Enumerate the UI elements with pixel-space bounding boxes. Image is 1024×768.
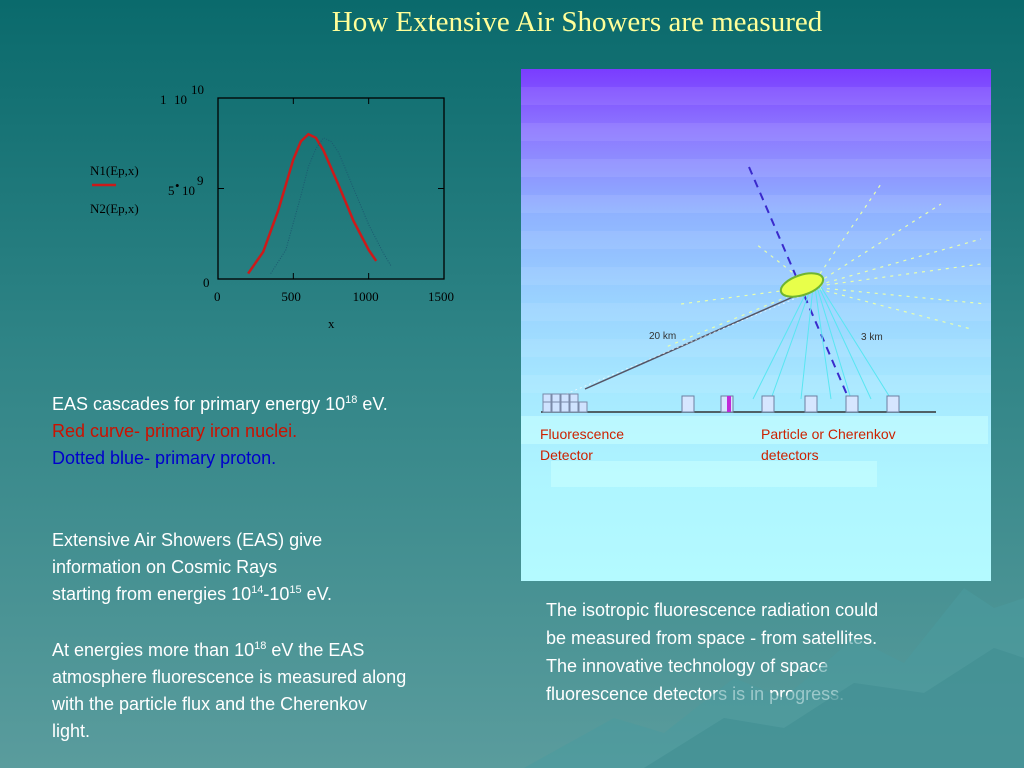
y-tick-mid-base: 10 — [182, 183, 195, 198]
blue-curve-note: Dotted blue- primary proton. — [52, 448, 277, 468]
plot-frame — [217, 97, 445, 280]
p1-text-a: EAS cascades for primary energy 10 — [52, 394, 346, 414]
x-tick-label-2: 1000 — [353, 289, 379, 304]
p3-line-1a: At energies more than 10 — [52, 640, 255, 660]
shower-core — [779, 272, 825, 298]
right-line-3: The innovative technology of space — [546, 656, 829, 676]
p2-sup-1: 14 — [251, 584, 264, 596]
diagram-svg: 20 km 3 km — [521, 87, 991, 487]
label-band — [521, 416, 988, 444]
fluorescence-sightline — [584, 288, 812, 390]
y-tick-mid-mantissa: 5 — [168, 183, 175, 198]
detector-highlight — [727, 396, 731, 412]
p2-sup-2: 15 — [289, 584, 302, 596]
distance-left-label: 20 km — [649, 331, 676, 342]
p1-text-b: eV. — [357, 394, 388, 414]
distance-right-label: 3 km — [861, 332, 883, 343]
y-tick-mid-exp: 9 — [197, 173, 204, 188]
mountain-decoration — [524, 588, 1024, 768]
p1-sup: 18 — [345, 394, 358, 406]
y-tick-zero: 0 — [203, 275, 210, 290]
x-tick-label-1: 500 — [281, 289, 301, 304]
x-axis-label: x — [328, 316, 335, 331]
red-curve-note: Red curve- primary iron nuclei. — [52, 421, 298, 441]
p2-line-1: Extensive Air Showers (EAS) give — [52, 530, 323, 550]
series-line-2 — [270, 137, 392, 274]
fluorescence-detector-bank — [542, 393, 588, 413]
y-tick-top-exp: 10 — [191, 82, 204, 97]
series-line-1 — [247, 132, 378, 275]
particle-detectors — [681, 395, 900, 413]
p2-line-3c: eV. — [301, 584, 332, 604]
slide-title: How Extensive Air Showers are measured — [331, 6, 823, 38]
particle-detectors-label: Particle or Cherenkov detectors — [761, 426, 896, 463]
p2-line-3a: starting from energies 10 — [52, 584, 252, 604]
y-tick-top-base: 10 — [174, 92, 187, 107]
y-tick-top-mantissa: 1 — [160, 92, 167, 107]
x-tick-label-3: 1500 — [428, 289, 454, 304]
legend-label-n1: N1(Ep,x) — [90, 163, 139, 178]
air-shower-diagram: 20 km 3 km Fluorescence Detector Particl… — [521, 69, 991, 581]
x-tick-label-0: 0 — [214, 289, 221, 304]
fluorescence-paragraph: At energies more than 1018 eV the EAS at… — [52, 637, 512, 745]
sky-bands — [521, 87, 991, 393]
eas-info-paragraph: Extensive Air Showers (EAS) give informa… — [52, 527, 512, 608]
cascade-description: EAS cascades for primary energy 1018 eV.… — [52, 391, 512, 472]
p2-line-3b: -10 — [263, 584, 290, 604]
p3-line-1b: eV the EAS — [266, 640, 365, 660]
right-line-1: The isotropic fluorescence radiation cou… — [546, 600, 879, 620]
shower-profile-chart: 1 10 10 5 • 10 9 0 x N1(Ep,x) N2(Ep,x) 0… — [86, 78, 466, 338]
y-tick-mid-dot: • — [175, 178, 180, 193]
right-line-2: be measured from space - from satellites… — [546, 628, 878, 648]
cherenkov-cone — [752, 286, 892, 400]
chart-svg: 1 10 10 5 • 10 9 0 x N1(Ep,x) N2(Ep,x) 0… — [90, 82, 454, 331]
p3-line-3: with the particle flux and the Cherenkov — [52, 694, 368, 714]
p3-line-4: light. — [52, 721, 91, 741]
fluorescence-sightline-dots — [565, 293, 807, 395]
p3-sup: 18 — [254, 640, 267, 652]
p2-line-2: information on Cosmic Rays — [52, 557, 278, 577]
p3-line-2: atmosphere fluorescence is measured alon… — [52, 667, 407, 687]
legend-label-n2: N2(Ep,x) — [90, 201, 139, 216]
label-band-lower — [551, 461, 877, 487]
fluorescence-detector-label: Fluorescence Detector — [540, 426, 625, 463]
